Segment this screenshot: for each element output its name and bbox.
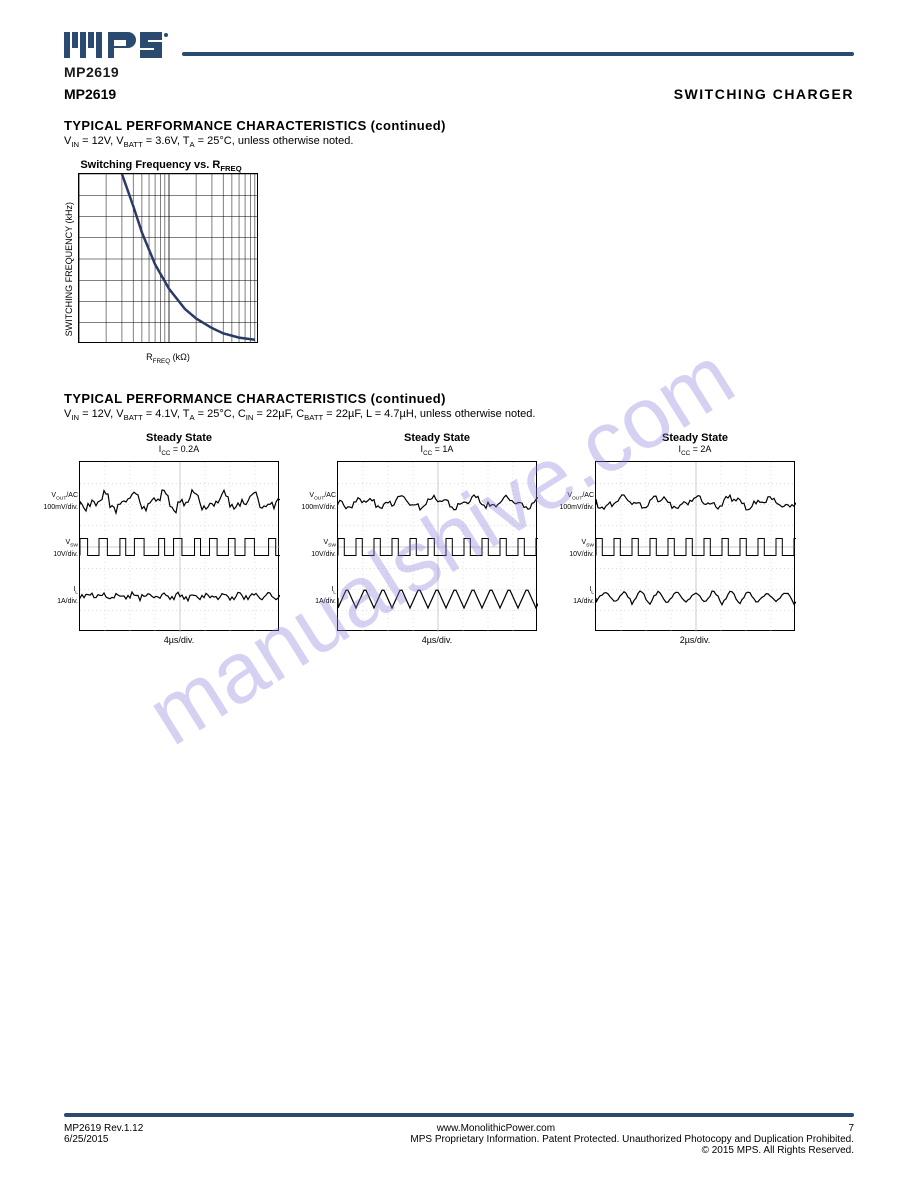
section2-title: TYPICAL PERFORMANCE CHARACTERISTICS (con… bbox=[64, 391, 854, 406]
scope-title: Steady State bbox=[322, 432, 552, 444]
scope-sub: ICC = 0.2A bbox=[64, 444, 294, 457]
header-right-label: SWITCHING CHARGER bbox=[674, 86, 854, 102]
scope-ch-label: VOUT/AC100mV/div. bbox=[44, 492, 79, 511]
footer-rule bbox=[64, 1113, 854, 1117]
scope-sub: ICC = 1A bbox=[322, 444, 552, 457]
scope-ch-label: IL1A/div. bbox=[573, 586, 594, 605]
footer-prop: MPS Proprietary Information. Patent Prot… bbox=[149, 1134, 855, 1145]
footer-page: 7 bbox=[848, 1123, 854, 1134]
scope-xlabel: 4µs/div. bbox=[322, 635, 552, 645]
header-left-label: MP2619 bbox=[64, 86, 116, 102]
scope-xlabel: 2µs/div. bbox=[580, 635, 810, 645]
mps-logo bbox=[64, 32, 174, 58]
scope-title: Steady State bbox=[580, 432, 810, 444]
scope-frame: VOUT/AC100mV/div.VSW10V/div.IL1A/div. bbox=[79, 461, 279, 631]
scope-frame: VOUT/AC100mV/div.VSW10V/div.IL1A/div. bbox=[595, 461, 795, 631]
footer-center: www.MonolithicPower.com bbox=[437, 1123, 555, 1134]
freq-chart-xlabel: RFREQ (kΩ) bbox=[78, 352, 258, 365]
section1-title: TYPICAL PERFORMANCE CHARACTERISTICS (con… bbox=[64, 118, 854, 133]
scope-ch-label: VSW10V/div. bbox=[569, 539, 594, 558]
scope-frame: VOUT/AC100mV/div.VSW10V/div.IL1A/div. bbox=[337, 461, 537, 631]
scope-ch-label: IL1A/div. bbox=[57, 586, 78, 605]
scope-ch-label: VSW10V/div. bbox=[311, 539, 336, 558]
part-number: MP2619 bbox=[64, 64, 119, 80]
freq-chart-title: Switching Frequency vs. RFREQ bbox=[64, 159, 258, 173]
freq-chart-svg bbox=[78, 173, 258, 343]
scope-1: Steady StateICC = 1A VOUT/AC100mV/div.VSW… bbox=[322, 432, 552, 645]
section1-sub: VIN = 12V, VBATT = 3.6V, TA = 25°C, unle… bbox=[64, 135, 854, 149]
footer-left: MP2619 Rev.1.12 bbox=[64, 1123, 143, 1134]
footer: MP2619 Rev.1.12 www.MonolithicPower.com … bbox=[64, 1113, 854, 1156]
freq-chart-ylabel: SWITCHING FREQUENCY (kHz) bbox=[64, 202, 74, 336]
header bbox=[64, 32, 854, 58]
scope-xlabel: 4µs/div. bbox=[64, 635, 294, 645]
header-labels: MP2619 SWITCHING CHARGER bbox=[64, 64, 854, 80]
scope-ch-label: VOUT/AC100mV/div. bbox=[560, 492, 595, 511]
header-rule bbox=[182, 52, 854, 56]
freq-chart: Switching Frequency vs. RFREQ SWITCHING … bbox=[64, 159, 258, 365]
scope-sub: ICC = 2A bbox=[580, 444, 810, 457]
scope-2: Steady StateICC = 2A VOUT/AC100mV/div.VSW… bbox=[580, 432, 810, 645]
scope-ch-label: IL1A/div. bbox=[315, 586, 336, 605]
scope-ch-label: VOUT/AC100mV/div. bbox=[302, 492, 337, 511]
section2-sub: VIN = 12V, VBATT = 4.1V, TA = 25°C, CIN … bbox=[64, 408, 854, 422]
footer-date: 6/25/2015 bbox=[64, 1134, 109, 1145]
scope-ch-label: VSW10V/div. bbox=[53, 539, 78, 558]
scope-0: Steady StateICC = 0.2A VOUT/AC100mV/div.V… bbox=[64, 432, 294, 645]
footer-copy: © 2015 MPS. All Rights Reserved. bbox=[702, 1145, 854, 1156]
scope-row: Steady StateICC = 0.2AVOUT/AC100mV/div.V… bbox=[64, 432, 854, 645]
scope-title: Steady State bbox=[64, 432, 294, 444]
